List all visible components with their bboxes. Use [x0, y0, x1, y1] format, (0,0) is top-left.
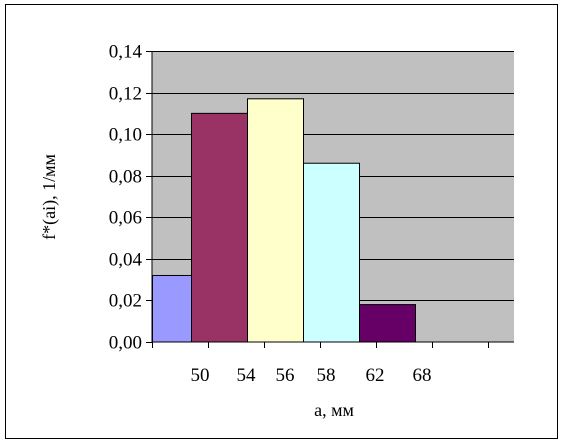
y-tick-label: 0,10 [109, 125, 142, 146]
x-ticks: 50 54 56 58 62 68 [152, 342, 489, 386]
y-ticks: 0,00 0,02 0,04 0,06 0,08 0,10 0,12 0,14 [109, 42, 152, 354]
x-tick-label: 68 [413, 365, 432, 386]
y-tick-label: 0,12 [109, 84, 142, 105]
bar [303, 162, 360, 343]
x-tick-label: 56 [276, 365, 295, 386]
y-tick-label: 0,04 [109, 250, 143, 271]
y-tick-label: 0,08 [109, 167, 142, 188]
y-tick-label: 0,02 [109, 291, 142, 312]
x-tick-label: 58 [317, 365, 336, 386]
y-tick-label: 0,00 [109, 333, 142, 354]
y-tick-label: 0,06 [109, 208, 142, 229]
bar [152, 274, 192, 343]
bar [247, 98, 304, 343]
x-axis-title: a, мм [314, 400, 354, 420]
y-axis-title: f*(ai), 1/мм [39, 154, 60, 240]
bar [191, 112, 248, 343]
y-tick-label: 0,14 [109, 42, 143, 63]
x-tick-label: 50 [191, 365, 210, 386]
bar [359, 304, 416, 343]
x-tick-label: 62 [366, 365, 385, 386]
x-tick-label: 54 [237, 365, 257, 386]
